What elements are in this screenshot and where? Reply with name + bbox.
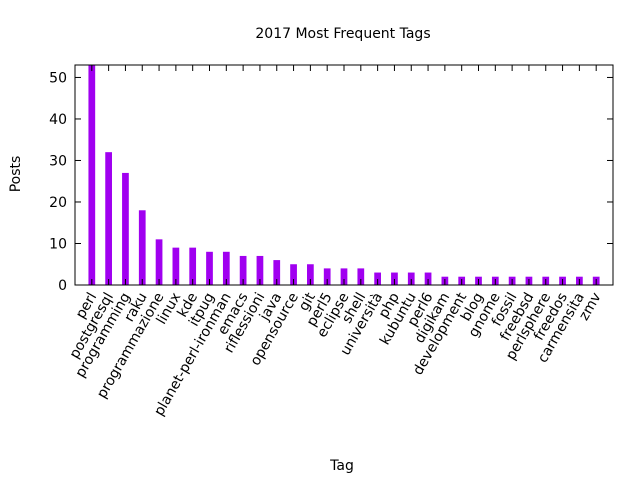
bar-php [391, 272, 398, 285]
bar-programmazione [155, 239, 163, 285]
bar-shell [357, 268, 365, 285]
bar-git [307, 264, 314, 285]
bars-layer [88, 65, 600, 285]
x-axis-label: Tag [329, 458, 354, 474]
bar-itpug [206, 251, 213, 285]
y-tick-label: 40 [49, 112, 67, 128]
bar-perl5 [323, 268, 331, 285]
bar-eclipse [340, 268, 348, 285]
bar-riflessioni [256, 255, 264, 285]
y-axis-label: Posts [8, 156, 24, 193]
bar-programming [122, 172, 129, 285]
bar-kubuntu [407, 272, 415, 285]
y-tick-label: 0 [58, 278, 67, 294]
bar-java [273, 260, 281, 285]
ticks-layer: 01020304050perlpostgresqlprogrammingraku… [49, 65, 613, 419]
y-tick-label: 50 [49, 70, 67, 86]
bar-opensource [290, 264, 297, 285]
bar-università [374, 272, 381, 285]
bar-planet-perl-ironman [222, 251, 230, 285]
bar-raku [138, 210, 146, 285]
y-tick-label: 10 [49, 236, 67, 252]
y-tick-label: 20 [49, 195, 67, 211]
bar-perl [88, 65, 96, 285]
bar-emacs [239, 255, 247, 285]
chart-title: 2017 Most Frequent Tags [255, 26, 430, 42]
bar-kde [189, 247, 197, 285]
bar-linux [172, 247, 180, 285]
y-tick-label: 30 [49, 153, 67, 169]
bar-postgresql [105, 152, 112, 285]
plot-frame [74, 64, 614, 286]
bar-perl6 [424, 272, 432, 285]
